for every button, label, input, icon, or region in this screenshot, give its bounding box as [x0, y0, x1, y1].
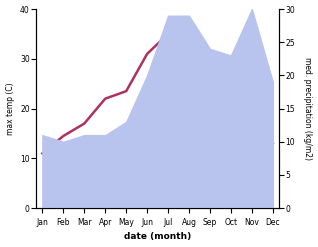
Y-axis label: med. precipitation (kg/m2): med. precipitation (kg/m2) — [303, 57, 313, 160]
Y-axis label: max temp (C): max temp (C) — [5, 82, 15, 135]
X-axis label: date (month): date (month) — [124, 232, 191, 242]
